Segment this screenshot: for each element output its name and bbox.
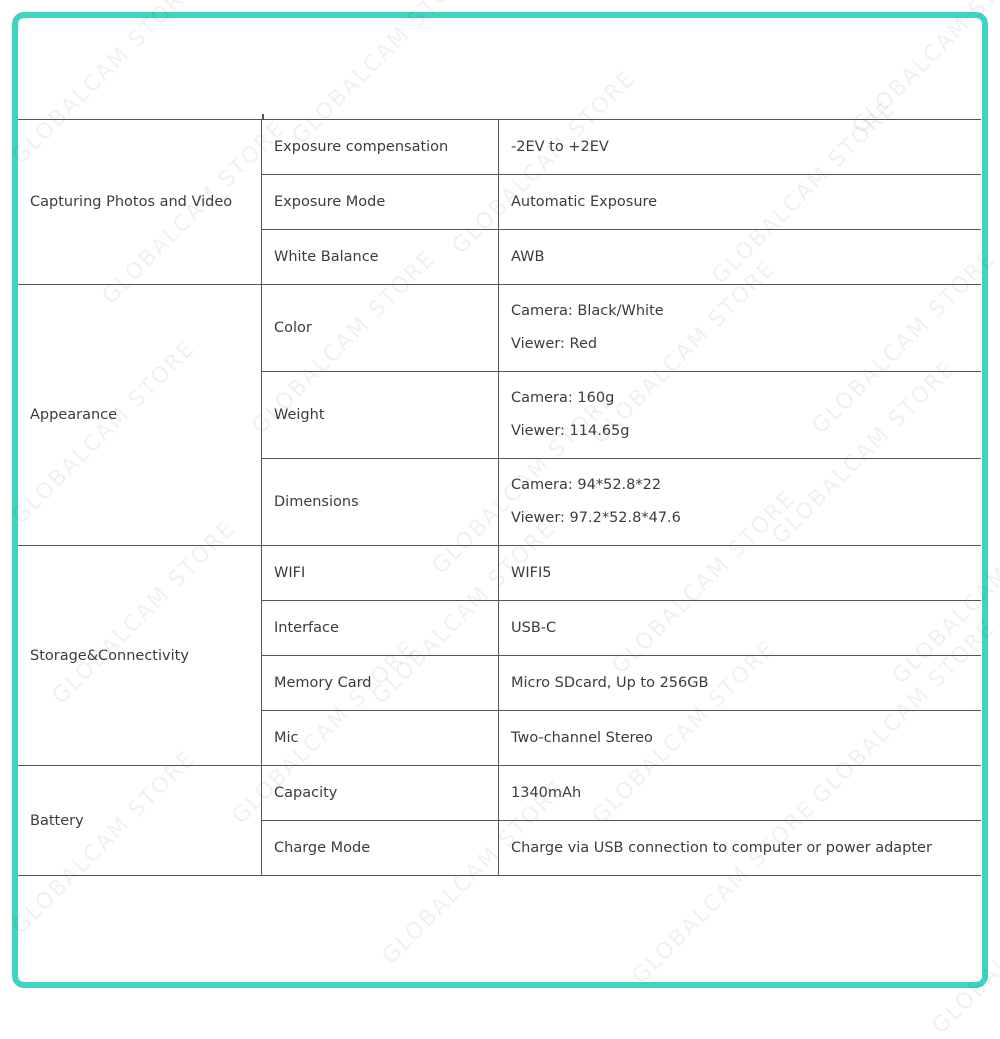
table-row: Exposure Mode Automatic Exposure <box>18 174 981 230</box>
spec-value: Automatic Exposure <box>498 174 981 230</box>
spec-name: Mic <box>261 710 499 766</box>
spec-name: White Balance <box>261 229 499 285</box>
spec-value: Camera: Black/White Viewer: Red <box>498 284 981 372</box>
spec-value-line: Camera: Black/White <box>511 303 664 319</box>
table-row: Weight Camera: 160g Viewer: 114.65g <box>18 371 981 459</box>
spec-value: Camera: 160g Viewer: 114.65g <box>498 371 981 459</box>
spec-value-line: -2EV to +2EV <box>511 138 609 155</box>
group-label: Appearance <box>18 284 262 546</box>
spec-value: Camera: 94*52.8*22 Viewer: 97.2*52.8*47.6 <box>498 458 981 546</box>
table-row: Charge Mode Charge via USB connection to … <box>18 820 981 876</box>
group-label: Battery <box>18 765 262 876</box>
table-row: Battery Capacity 1340mAh <box>18 765 981 876</box>
spec-value-line: Automatic Exposure <box>511 193 658 210</box>
spec-name: Exposure compensation <box>261 119 499 175</box>
spec-value-line: WIFI5 <box>511 564 552 581</box>
spec-name: Memory Card <box>261 655 499 711</box>
group-label: Capturing Photos and Video <box>18 119 262 285</box>
column-divider <box>262 114 264 120</box>
group-label: Storage&Connectivity <box>18 545 262 766</box>
spec-value-line: Charge via USB connection to computer or… <box>511 839 932 856</box>
spec-value-line: Viewer: Red <box>511 336 598 352</box>
table-row: Interface USB-C <box>18 600 981 656</box>
spec-value: 1340mAh <box>498 765 981 821</box>
spec-name: Capacity <box>261 765 499 821</box>
spec-value-line: Camera: 94*52.8*22 <box>511 477 662 493</box>
spec-value-line: Viewer: 114.65g <box>511 423 630 439</box>
spec-name: Color <box>261 284 499 372</box>
spec-value: Micro SDcard, Up to 256GB <box>498 655 981 711</box>
spec-value-line: Camera: 160g <box>511 390 615 406</box>
spec-value: AWB <box>498 229 981 285</box>
table-row: Appearance Color Camera: Black/White Viewer… <box>18 284 981 546</box>
spec-name: Weight <box>261 371 499 459</box>
spec-value-line: AWB <box>511 248 545 265</box>
table-row: Storage&Connectivity WIFI WIFI5 <box>18 545 981 766</box>
spec-value: WIFI5 <box>498 545 981 601</box>
spec-name: Exposure Mode <box>261 174 499 230</box>
spec-value: USB-C <box>498 600 981 656</box>
spec-name: Charge Mode <box>261 820 499 876</box>
spec-value: -2EV to +2EV <box>498 119 981 175</box>
spec-name: Interface <box>261 600 499 656</box>
table-row: Mic Two-channel Stereo <box>18 710 981 766</box>
table-row: Dimensions Camera: 94*52.8*22 Viewer: 97.2… <box>18 458 981 546</box>
spec-value: Charge via USB connection to computer or… <box>498 820 981 876</box>
spec-name: WIFI <box>261 545 499 601</box>
spec-value: Two-channel Stereo <box>498 710 981 766</box>
table-row: Capturing Photos and Video Exposure compe… <box>18 119 981 285</box>
spec-table: Capturing Photos and Video Exposure compe… <box>18 119 981 876</box>
spec-value-line: 1340mAh <box>511 784 582 801</box>
spec-value-line: Two-channel Stereo <box>511 729 653 746</box>
spec-name: Dimensions <box>261 458 499 546</box>
spec-value-line: Micro SDcard, Up to 256GB <box>511 674 709 691</box>
spec-value-line: USB-C <box>511 619 557 636</box>
table-row: Memory Card Micro SDcard, Up to 256GB <box>18 655 981 711</box>
spec-value-line: Viewer: 97.2*52.8*47.6 <box>511 510 681 526</box>
